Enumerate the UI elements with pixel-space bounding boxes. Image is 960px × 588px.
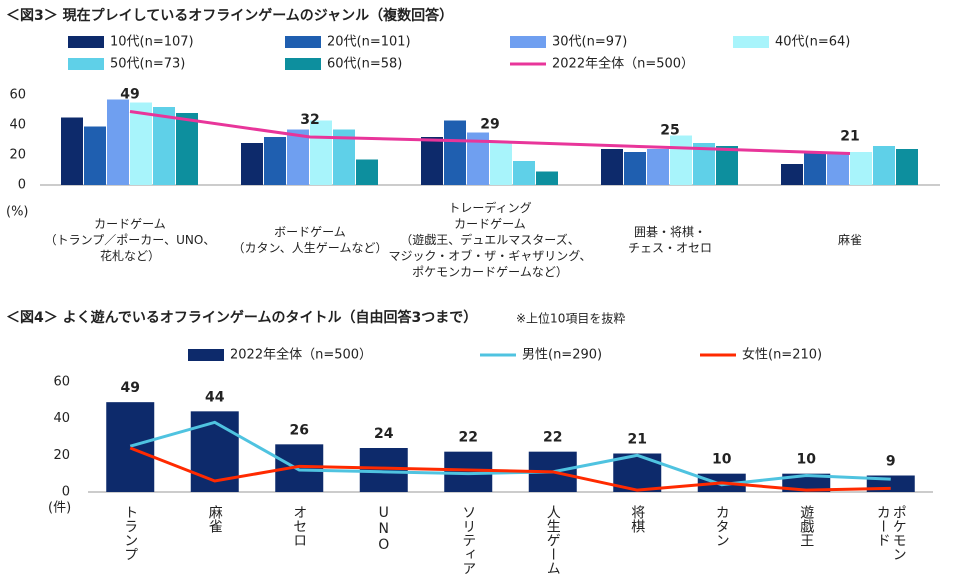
data-label: 21 <box>840 129 859 145</box>
bar <box>333 129 355 185</box>
y-tick-label: 20 <box>53 448 70 463</box>
bar <box>647 149 669 185</box>
line <box>129 420 891 487</box>
legend-label: 2022年全体（n=500） <box>552 56 694 72</box>
note: ※上位10項目を抜粋 <box>516 311 625 326</box>
data-label: 10 <box>797 452 817 468</box>
chart-title: ＜図3＞ 現在プレイしているオフラインゲームのジャンル（複数回答） <box>6 7 453 24</box>
y-unit: (件) <box>48 501 71 516</box>
bar <box>850 152 872 185</box>
legend-label: 60代(n=58) <box>327 57 402 72</box>
bar <box>781 164 803 185</box>
bar <box>670 135 692 185</box>
x-tick-label: 麻雀 <box>838 232 862 247</box>
legend-swatch <box>68 36 104 48</box>
bar <box>444 120 466 185</box>
bar <box>873 146 895 185</box>
bar <box>513 161 535 185</box>
bar <box>896 149 918 185</box>
chart-title: ＜図4＞ よく遊んでいるオフラインゲームのタイトル（自由回答3つまで） <box>6 309 477 326</box>
bar <box>716 146 738 185</box>
data-label: 25 <box>660 123 679 139</box>
data-label: 29 <box>480 117 499 133</box>
data-label: 10 <box>712 452 732 468</box>
x-tick-label: カタン <box>714 505 730 547</box>
bar <box>467 132 489 185</box>
y-tick-label: 0 <box>62 485 70 500</box>
x-tick-label: 人生ゲーム <box>545 505 561 575</box>
bar <box>804 153 826 185</box>
x-tick-label: ボードゲーム（カタン、人生ゲームなど） <box>233 225 388 255</box>
x-tick-label: トランプ <box>122 505 138 561</box>
bar <box>624 152 646 185</box>
x-tick-label: 遊戯王 <box>798 505 814 547</box>
y-tick-label: 60 <box>9 88 26 103</box>
y-tick-label: 40 <box>9 118 26 133</box>
data-label: 44 <box>205 389 225 405</box>
bar <box>84 126 106 185</box>
y-unit: (%) <box>6 205 29 220</box>
x-tick-label: UNO <box>376 505 392 553</box>
legend-label: 2022年全体（n=500） <box>230 347 372 363</box>
y-tick-label: 20 <box>9 148 26 163</box>
bar <box>536 171 558 185</box>
legend-swatch <box>733 36 769 48</box>
data-label: 49 <box>120 87 139 103</box>
x-tick-label: カードゲーム（トランプ／ポーカー、UNO、花札など） <box>45 217 216 263</box>
legend-label: 40代(n=64) <box>775 35 850 50</box>
data-label: 21 <box>628 432 647 448</box>
x-tick-label: オセロ <box>291 505 307 547</box>
x-tick-label: ポケモンカード <box>875 505 907 561</box>
bar <box>61 117 83 185</box>
bar <box>264 137 286 185</box>
data-label: 49 <box>121 380 140 396</box>
bar <box>130 102 152 185</box>
y-tick-label: 40 <box>53 411 70 426</box>
bar <box>287 129 309 185</box>
legend-label: 10代(n=107) <box>110 35 194 50</box>
data-label: 24 <box>374 426 394 442</box>
legend-swatch <box>285 58 321 70</box>
x-tick-label: トレーディングカードゲーム（遊戯王、デュエルマスターズ、マジック・オブ・ザ・ギャ… <box>389 200 592 279</box>
bar <box>106 402 155 492</box>
legend-label: 男性(n=290) <box>522 348 602 363</box>
x-tick-label: 囲碁・将棋・チェス・オセロ <box>628 225 712 255</box>
data-label: 22 <box>543 430 562 446</box>
x-tick-label: 将棋 <box>629 505 645 533</box>
bar <box>310 120 332 185</box>
legend-label: 50代(n=73) <box>110 57 185 72</box>
data-label: 9 <box>886 454 896 470</box>
bar <box>421 137 443 185</box>
x-tick-label: ソリティア <box>460 505 476 575</box>
y-tick-label: 60 <box>53 375 70 390</box>
bar <box>176 113 198 185</box>
bar <box>153 107 175 185</box>
line <box>129 446 891 492</box>
bar <box>827 152 849 185</box>
bar <box>356 159 378 185</box>
bar <box>107 99 129 185</box>
data-label: 26 <box>290 422 309 438</box>
data-label: 32 <box>300 112 319 128</box>
legend-swatch <box>285 36 321 48</box>
data-label: 22 <box>459 430 478 446</box>
bar <box>241 143 263 185</box>
x-tick-label: 麻雀 <box>207 505 223 533</box>
legend-swatch <box>510 36 546 48</box>
line <box>129 110 851 155</box>
legend-label: 女性(n=210) <box>742 347 822 363</box>
legend-label: 20代(n=101) <box>327 35 411 50</box>
legend-swatch <box>188 349 224 361</box>
y-tick-label: 0 <box>18 178 26 193</box>
bar <box>693 143 715 185</box>
bar <box>490 141 512 185</box>
legend-swatch <box>68 58 104 70</box>
bar <box>601 149 623 185</box>
legend-label: 30代(n=97) <box>552 35 627 50</box>
